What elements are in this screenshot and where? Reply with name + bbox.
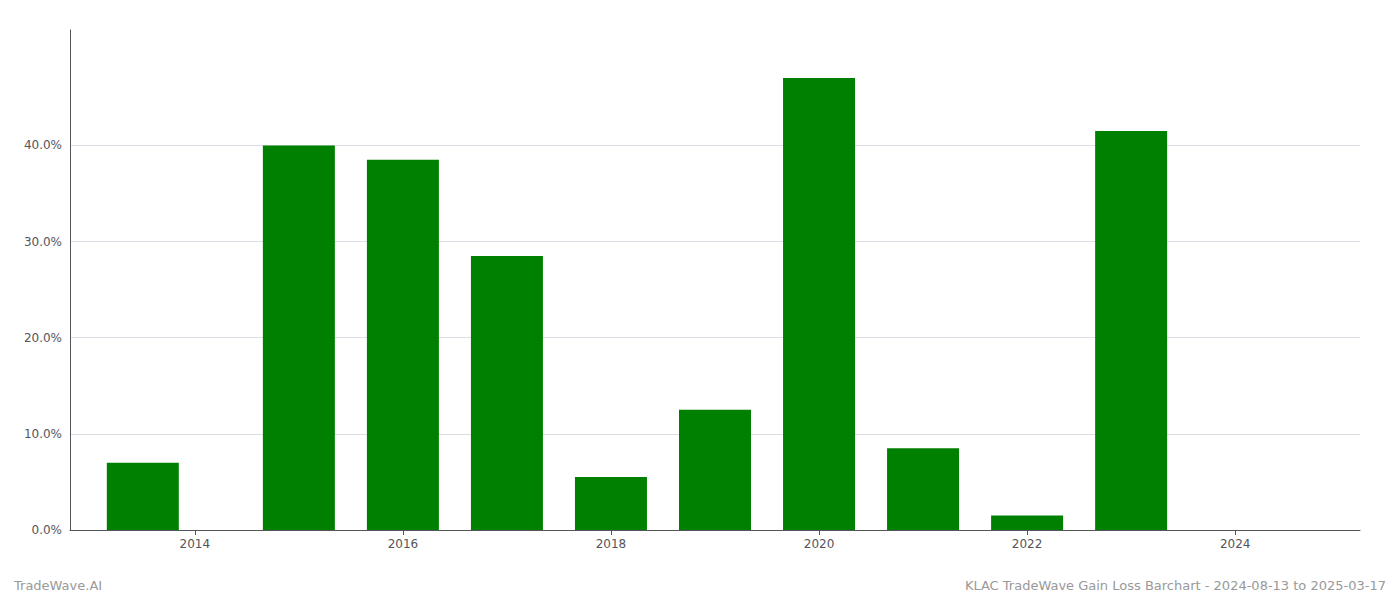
svg-text:KLAC TradeWave Gain Loss Barch: KLAC TradeWave Gain Loss Barchart - 2024… [965,578,1386,593]
svg-text:2020: 2020 [804,537,835,551]
svg-text:2022: 2022 [1012,537,1043,551]
svg-text:40.0%: 40.0% [24,138,62,152]
svg-text:TradeWave.AI: TradeWave.AI [13,578,102,593]
svg-text:0.0%: 0.0% [32,523,63,537]
svg-text:2024: 2024 [1220,537,1251,551]
svg-text:2018: 2018 [596,537,627,551]
svg-text:2014: 2014 [180,537,211,551]
svg-text:2016: 2016 [388,537,419,551]
svg-text:10.0%: 10.0% [24,427,62,441]
svg-text:20.0%: 20.0% [24,331,62,345]
svg-text:30.0%: 30.0% [24,235,62,249]
